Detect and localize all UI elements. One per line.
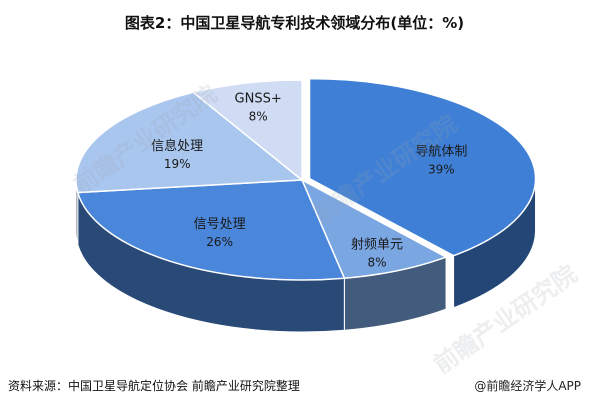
pie-slice-3 [76, 179, 346, 281]
slice-value: 19% [164, 157, 191, 171]
slice-value: 8% [368, 256, 387, 270]
slice-label: 信号处理 [194, 217, 246, 232]
slice-label: 射频单元 [351, 237, 403, 253]
source-note: 资料来源：中国卫星导航定位协会 前瞻产业研究院整理 [8, 379, 300, 393]
pie-slice-1 [308, 77, 537, 257]
slice-value: 26% [206, 235, 233, 249]
pie-slice-5 [191, 79, 303, 182]
pie-slice-2 [300, 178, 448, 280]
slice-value: 8% [249, 109, 268, 123]
app-watermark: @前瞻经济学人APP [474, 379, 581, 393]
slice-label: 导航体制 [415, 144, 467, 160]
pie-side-layer [75, 178, 537, 333]
pie-top-layer [75, 77, 537, 281]
pie-label-layer: 导航体制 39% 射频单元 8% 信号处理 26% 信息处理 19% GNSS+ 8% [151, 91, 467, 269]
slice-label: 信息处理 [151, 138, 203, 154]
slice-value: 39% [428, 163, 455, 177]
pie-slice-4 [75, 91, 304, 194]
slice-label: GNSS+ [235, 91, 282, 106]
chart-title: 图表2：中国卫星导航专利技术领域分布(单位：%) [124, 14, 465, 32]
